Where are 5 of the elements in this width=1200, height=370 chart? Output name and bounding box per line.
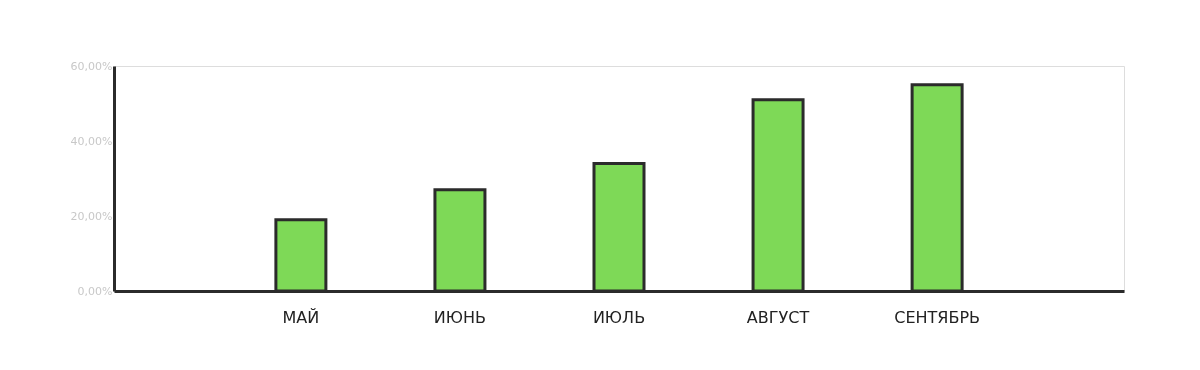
x-tick-label: ИЮЛЬ [592, 307, 646, 327]
x-tick-label: МАЙ [282, 307, 320, 327]
x-tick-label: СЕНТЯБРЬ [894, 307, 981, 327]
x-tick-label: АВГУСТ [746, 307, 810, 327]
x-tick-label: ИЮНЬ [433, 307, 487, 327]
